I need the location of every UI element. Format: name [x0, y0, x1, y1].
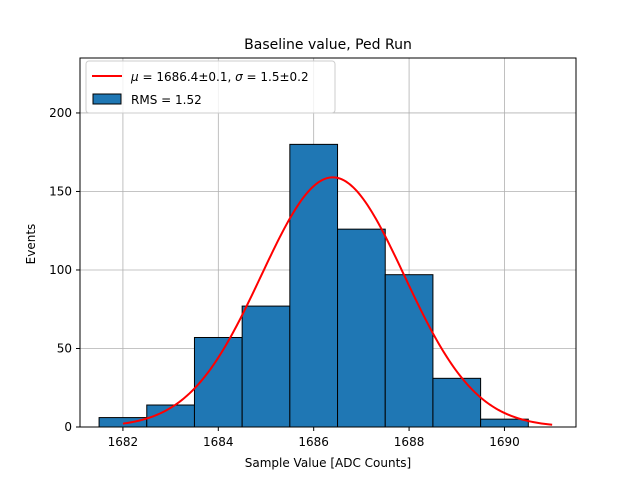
legend-mu-value: = 1686.4±0.1, — [139, 70, 235, 84]
histogram-bar — [98, 417, 148, 428]
histogram-bar — [480, 418, 529, 428]
y-tick-label: 0 — [64, 420, 72, 434]
histogram-bar — [241, 305, 291, 428]
x-axis-label: Sample Value [ADC Counts] — [245, 456, 411, 470]
y-tick-label: 200 — [49, 106, 72, 120]
x-tick-label: 1686 — [298, 435, 329, 449]
histogram-bar — [384, 274, 434, 428]
legend-box — [85, 60, 336, 114]
x-tick-label: 1682 — [108, 435, 139, 449]
x-tick-label: 1690 — [489, 435, 520, 449]
legend-histogram-swatch — [92, 93, 122, 105]
histogram-bars — [98, 143, 529, 428]
legend-fit-label: μ = 1686.4±0.1, σ = 1.5±0.2 — [130, 70, 309, 84]
histogram-bar — [193, 336, 243, 428]
x-tick-label: 1684 — [203, 435, 234, 449]
plot-frame — [79, 57, 577, 428]
histogram-bar — [432, 377, 482, 428]
y-tick-label: 50 — [57, 341, 72, 355]
legend-sigma-symbol: σ — [235, 70, 243, 84]
chart-title: Baseline value, Ped Run — [244, 37, 412, 53]
histogram-bar — [337, 228, 386, 428]
x-tick-label: 1688 — [394, 435, 425, 449]
gaussian-fit-curve — [122, 176, 553, 426]
y-tick-label: 100 — [49, 263, 72, 277]
legend-mu-symbol: μ — [130, 70, 139, 84]
y-axis-ticks: 0 50 100 150 200 — [49, 106, 80, 434]
legend: μ = 1686.4±0.1, σ = 1.5±0.2 RMS = 1.52 — [85, 60, 336, 114]
legend-histogram-label: RMS = 1.52 — [131, 93, 202, 107]
y-axis-label: Events — [24, 224, 38, 265]
legend-sigma-value: = 1.5±0.2 — [243, 70, 309, 84]
y-tick-label: 150 — [49, 184, 72, 198]
x-axis-ticks: 1682 1684 1686 1688 1690 — [108, 427, 520, 449]
